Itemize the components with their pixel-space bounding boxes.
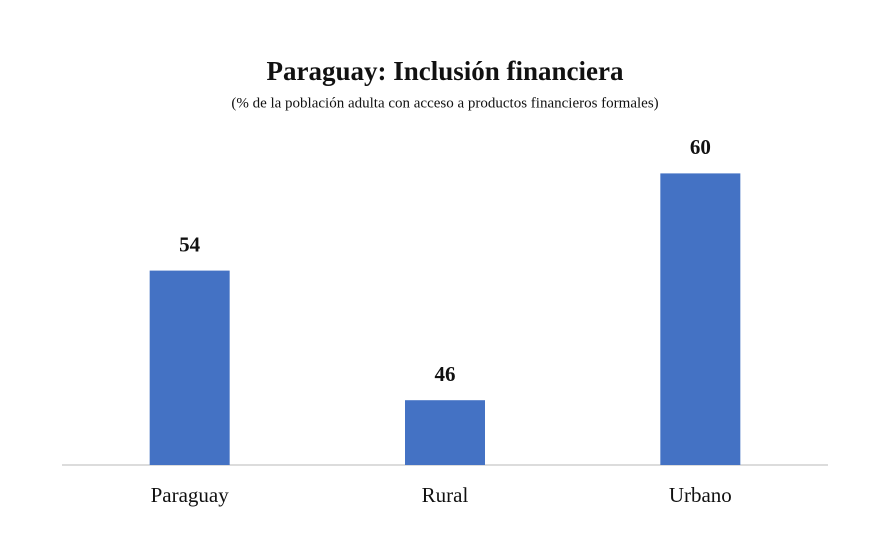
chart-subtitle: (% de la población adulta con acceso a p… xyxy=(231,95,658,111)
bar xyxy=(149,270,230,465)
bar xyxy=(405,400,485,465)
data-label: 60 xyxy=(690,135,711,159)
chart-title: Paraguay: Inclusión financiera xyxy=(266,56,624,86)
bar xyxy=(660,173,741,465)
data-label: 54 xyxy=(179,232,201,256)
x-tick-label: Rural xyxy=(422,483,469,507)
data-label: 46 xyxy=(435,362,456,386)
x-tick-label: Paraguay xyxy=(151,483,230,507)
x-tick-label: Urbano xyxy=(669,483,732,507)
